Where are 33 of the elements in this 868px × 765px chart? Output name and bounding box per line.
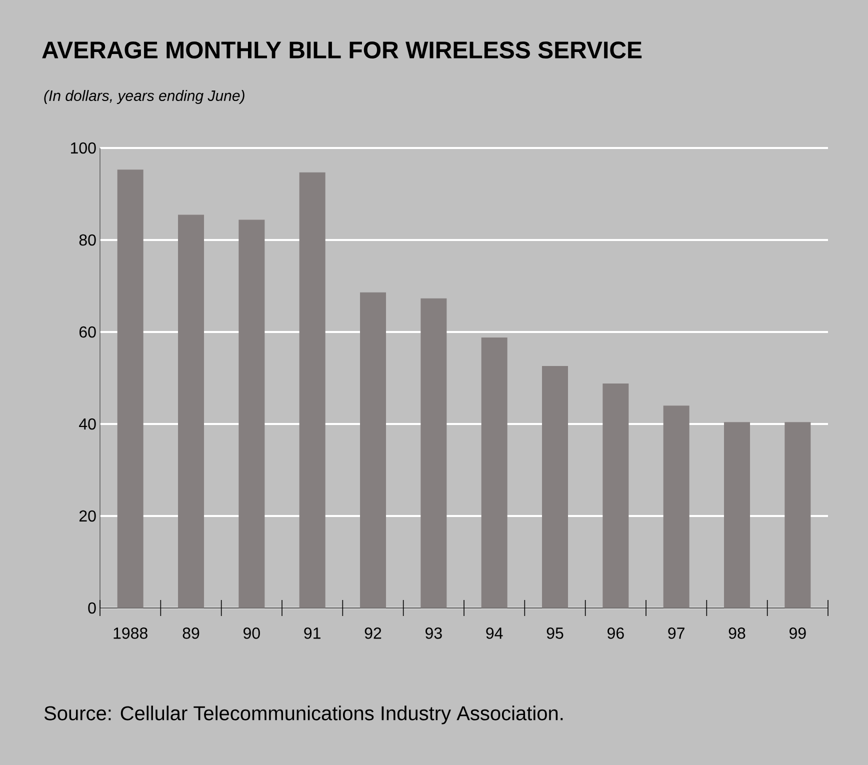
x-tick-label: 91 — [304, 628, 320, 639]
x-tick-label: 90 — [244, 628, 260, 639]
chart-title: AVERAGE MONTHLY BILL FOR WIRELESS SERVICE — [42, 42, 642, 58]
chart-subtitle: (In dollars, years ending June) — [44, 90, 244, 104]
x-tick-label: 93 — [426, 628, 442, 639]
x-tick-label: 89 — [182, 628, 200, 639]
x-tick-label: 95 — [546, 628, 564, 639]
x-tick-label: 96 — [608, 628, 624, 639]
bar — [663, 406, 690, 608]
bar — [420, 298, 447, 608]
y-tick-label: 100 — [71, 142, 96, 154]
x-tick-label: 1988 — [114, 628, 148, 639]
y-tick-label: 80 — [79, 234, 96, 246]
bar — [784, 422, 811, 608]
y-tick-label: 60 — [79, 326, 96, 338]
x-tick-label: 97 — [668, 628, 684, 639]
x-tick-label: 92 — [364, 628, 382, 639]
x-tick-label: 98 — [728, 628, 746, 639]
y-tick-label: 40 — [79, 418, 96, 430]
y-tick-label: 20 — [79, 510, 96, 522]
x-tick-label: 94 — [486, 628, 503, 639]
bar — [542, 366, 568, 608]
bar — [238, 220, 265, 608]
bar — [117, 170, 144, 608]
bar — [724, 422, 750, 608]
bar — [481, 338, 508, 608]
bar — [178, 214, 204, 608]
y-tick-label: 0 — [88, 602, 96, 614]
x-tick-label: 99 — [790, 628, 806, 639]
source-note: Source: Cellular Telecommunications Industry Association. — [44, 706, 563, 724]
bar — [602, 384, 629, 608]
bar — [299, 172, 326, 608]
bar — [360, 292, 386, 608]
